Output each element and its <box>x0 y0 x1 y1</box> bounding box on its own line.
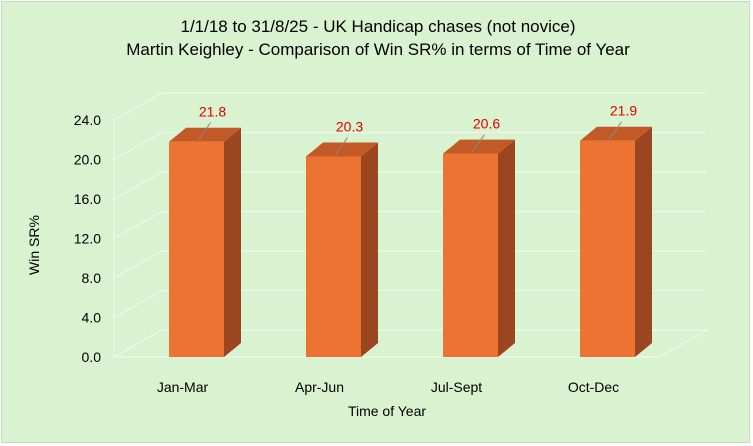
gridline <box>113 131 707 161</box>
x-axis-title: Time of Year <box>348 403 426 419</box>
chart-title: 1/1/18 to 31/8/25 - UK Handicap chases (… <box>180 17 575 36</box>
data-label-leader <box>335 137 348 155</box>
y-tick-label: 12.0 <box>74 231 101 247</box>
bar-side <box>361 142 378 357</box>
y-axis-ticks: 0.0 4.0 8.0 12.0 16.0 20.0 24.0 <box>74 112 101 365</box>
y-tick-label: 4.0 <box>82 310 102 326</box>
x-category-label: Jul-Sept <box>431 379 482 395</box>
bar-front <box>169 141 224 357</box>
bar-top <box>306 142 378 157</box>
bar-side <box>635 126 652 357</box>
y-tick-label: 0.0 <box>82 349 102 365</box>
bar-top <box>580 126 652 141</box>
data-label: 21.8 <box>199 104 226 120</box>
bar-front <box>443 153 498 357</box>
gridline <box>113 250 707 279</box>
gridline <box>113 210 707 240</box>
x-category-label: Apr-Jun <box>295 379 344 395</box>
y-axis-title: Win SR% <box>26 215 42 275</box>
data-label-leader <box>609 121 622 140</box>
bar <box>580 126 652 357</box>
y-tick-label: 24.0 <box>74 112 101 128</box>
bar-front <box>580 140 635 357</box>
data-label-leader <box>198 122 211 141</box>
bars <box>169 126 652 357</box>
y-tick-label: 8.0 <box>82 270 102 286</box>
gridline <box>113 289 707 319</box>
x-category-label: Jan-Mar <box>157 379 209 395</box>
x-category-label: Oct-Dec <box>568 379 619 395</box>
bar-side <box>498 139 515 357</box>
gridline <box>113 92 707 121</box>
data-label: 20.6 <box>473 116 500 132</box>
gridline <box>113 171 707 200</box>
bar-front <box>306 156 361 357</box>
bar-top <box>169 127 241 142</box>
data-label: 21.9 <box>610 103 637 119</box>
bar <box>306 142 378 357</box>
bar <box>443 139 515 357</box>
y-tick-label: 16.0 <box>74 191 101 207</box>
data-label: 20.3 <box>336 119 363 135</box>
bar-side <box>224 127 241 357</box>
y-tick-label: 20.0 <box>74 152 101 168</box>
x-axis-categories: Jan-Mar Apr-Jun Jul-Sept Oct-Dec <box>157 379 619 395</box>
bar <box>169 127 241 357</box>
data-labels: 21.8 20.3 20.6 21.9 <box>198 103 637 155</box>
bar-top <box>443 139 515 154</box>
chart-subtitle: Martin Keighley - Comparison of Win SR% … <box>126 40 630 59</box>
data-label-leader <box>472 134 485 152</box>
gridlines <box>113 92 707 358</box>
